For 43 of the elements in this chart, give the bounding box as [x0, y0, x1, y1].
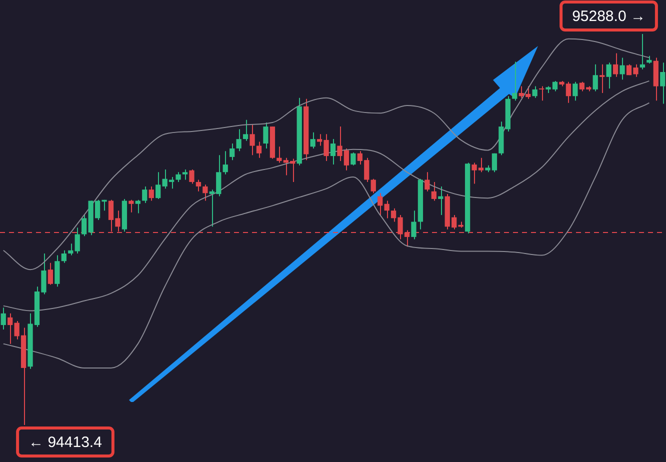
- candlestick: [431, 181, 436, 202]
- candlestick: [424, 172, 430, 192]
- candlestick: [61, 250, 66, 264]
- candlestick: [600, 64, 605, 94]
- candlestick: [202, 184, 208, 202]
- candlestick: [606, 62, 612, 90]
- candlestick: [660, 62, 666, 104]
- candlestick: [196, 179, 202, 192]
- candlestick: [572, 81, 578, 102]
- candlestick: [148, 186, 154, 202]
- candlestick: [189, 168, 194, 184]
- candlestick: [330, 138, 336, 166]
- candlestick: [128, 199, 134, 213]
- candlestick: [74, 227, 80, 254]
- candlestick: [135, 199, 140, 214]
- candlestick: [0, 307, 6, 330]
- candlestick: [350, 152, 356, 166]
- candlestick: [411, 210, 416, 240]
- candlestick: [242, 119, 248, 142]
- candlestick: [222, 150, 228, 175]
- candlestick: [532, 86, 538, 98]
- candlestick: [612, 52, 618, 78]
- candlestick: [263, 122, 268, 149]
- text: ← 94413.4: [28, 434, 102, 452]
- candlestick: [236, 128, 242, 152]
- candlestick: [250, 124, 255, 156]
- candlestick: [142, 186, 148, 204]
- text: 95288.0 →: [572, 8, 646, 26]
- candlestick: [538, 86, 544, 102]
- candlestick: [256, 141, 262, 158]
- candlestick: [182, 168, 188, 180]
- candlestick: [592, 64, 598, 92]
- candlestick: [438, 186, 444, 216]
- candlestick: [512, 61, 518, 102]
- candlestick: [310, 132, 316, 149]
- candlestick: [640, 34, 646, 70]
- candlestick: [54, 254, 60, 288]
- candlestick: [370, 178, 376, 194]
- candlestick: [68, 243, 74, 256]
- candlestick: [230, 143, 235, 161]
- candlestick: [176, 172, 181, 182]
- candlestick: [620, 57, 625, 80]
- candlestick: [48, 262, 54, 286]
